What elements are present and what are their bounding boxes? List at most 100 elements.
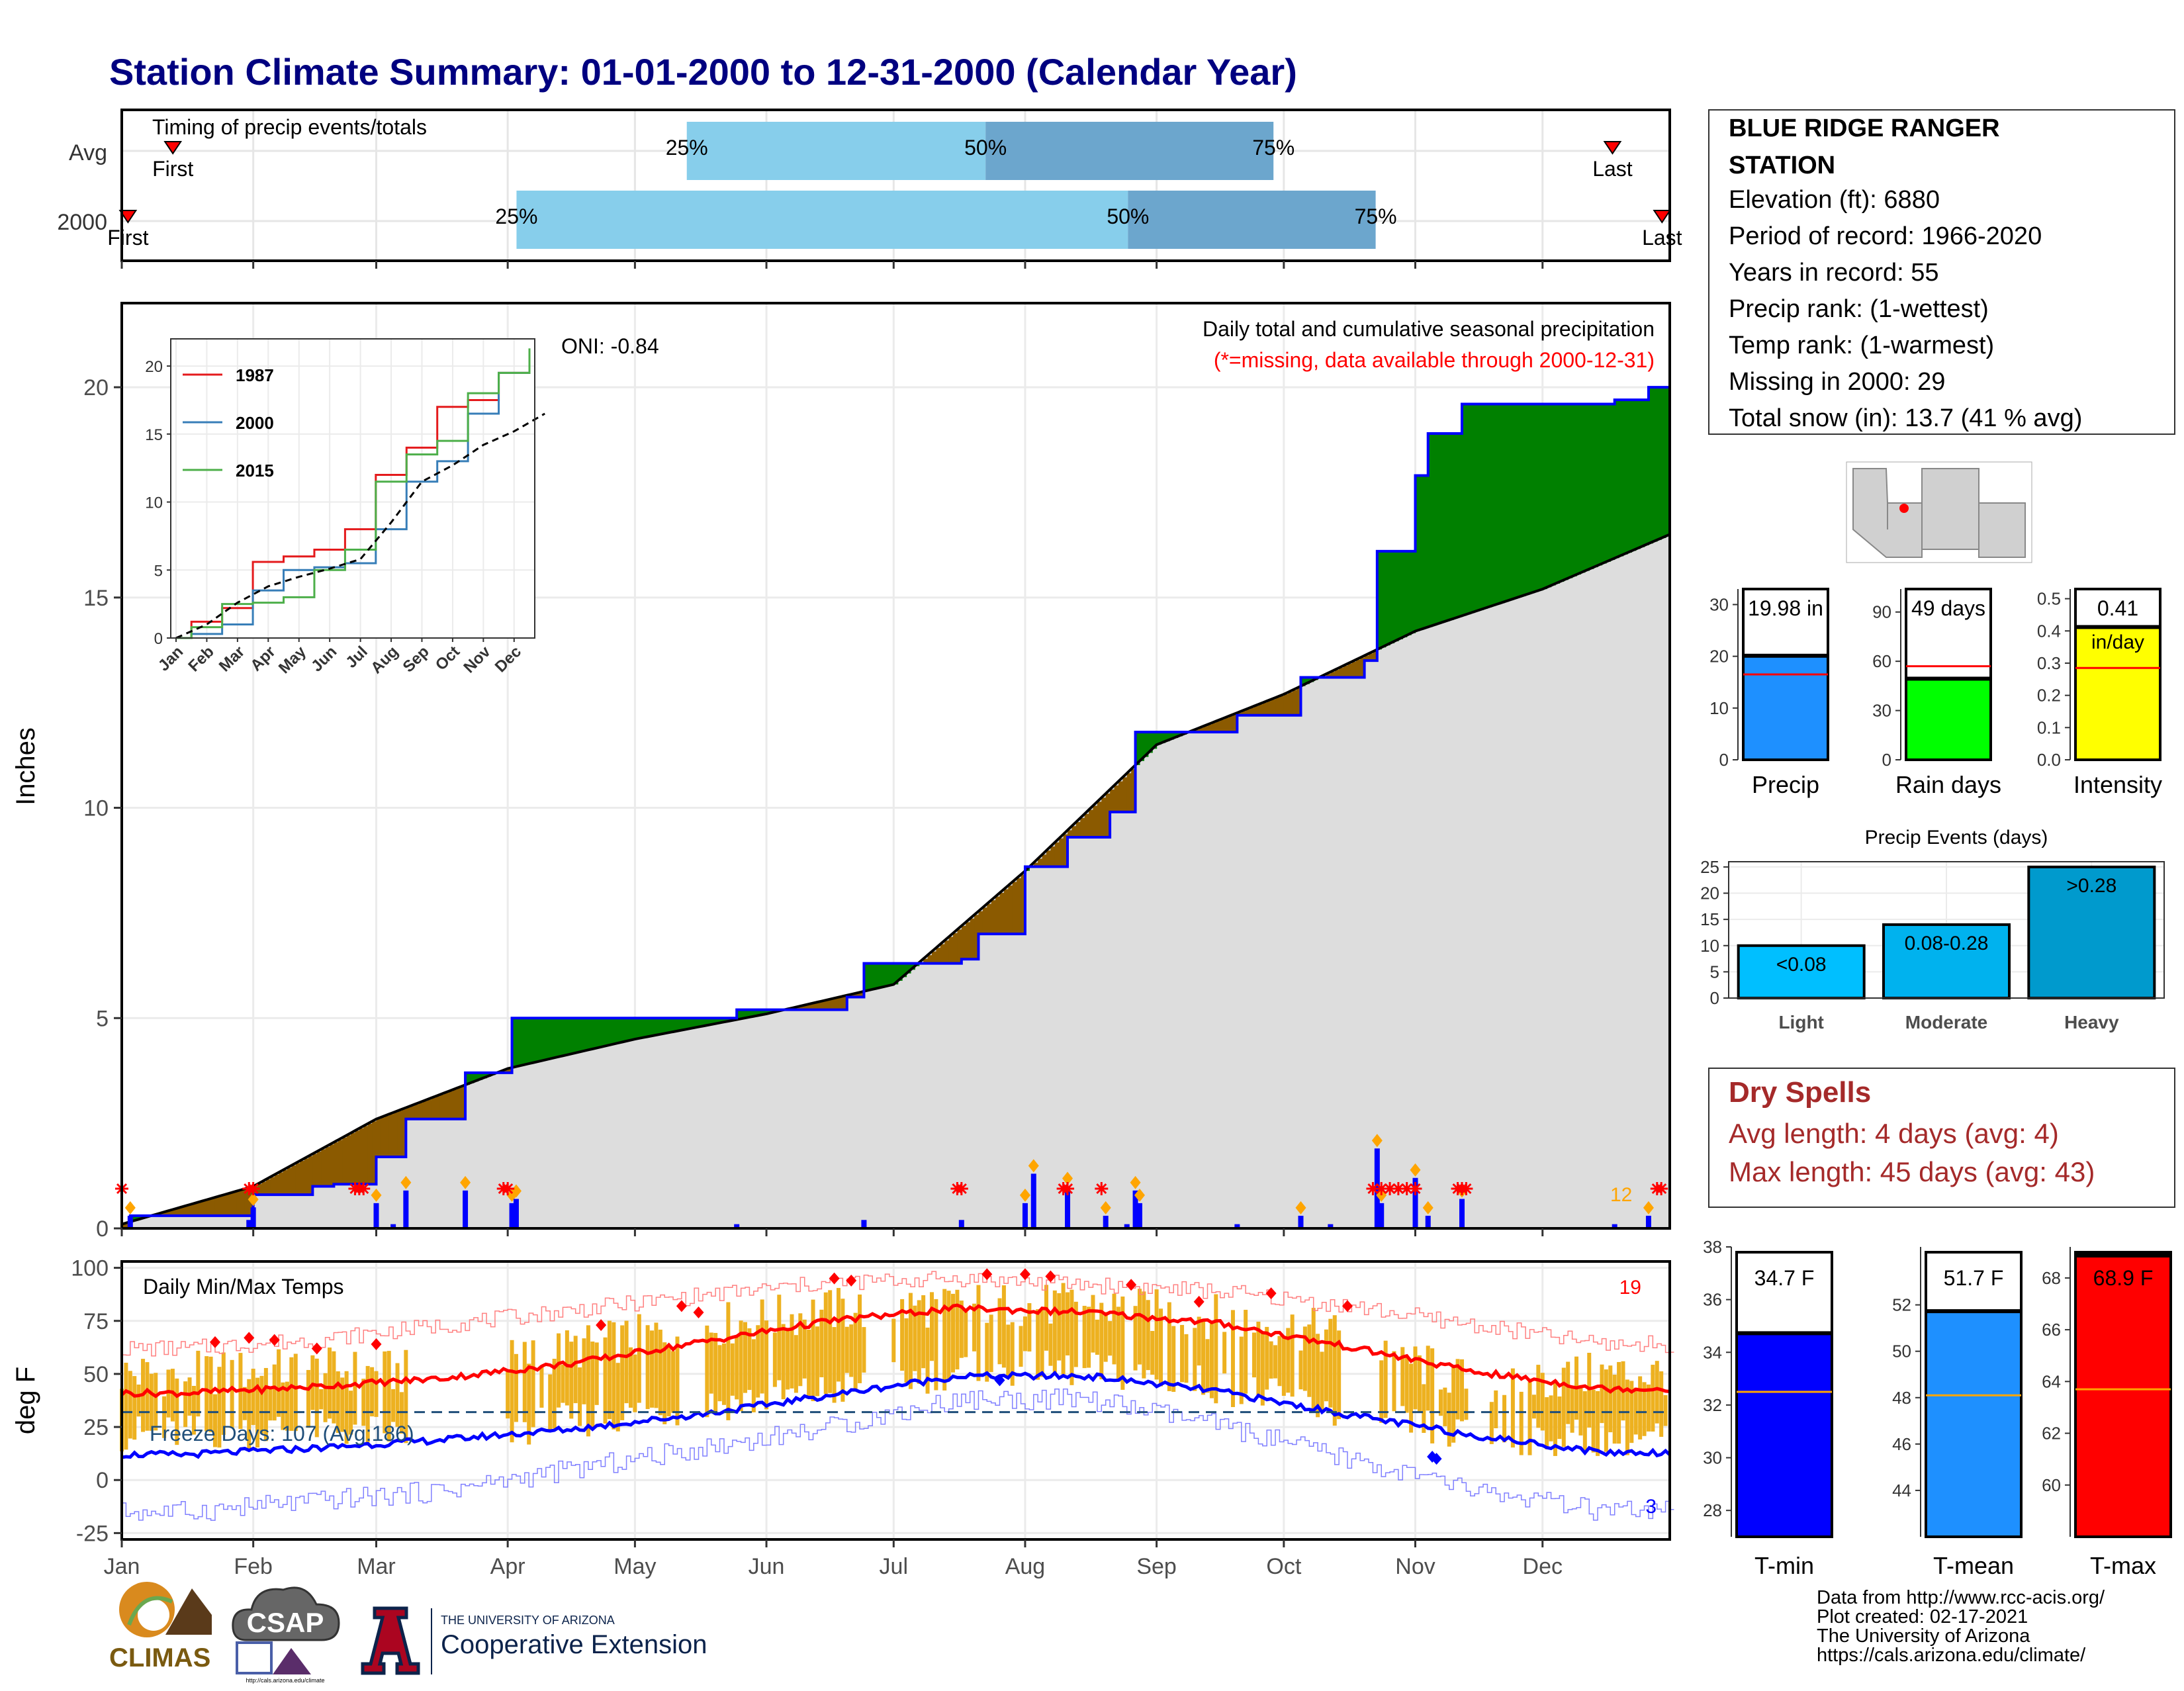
above-normal-slice (1487, 404, 1492, 608)
temp-daily-bar (277, 1349, 281, 1417)
below-normal-slice (1046, 850, 1051, 867)
events-tick-label: 20 (1700, 884, 1719, 903)
temp-daily-bar (590, 1341, 595, 1428)
temp-daily-bar (196, 1350, 201, 1417)
record-high-marker-9 (846, 1274, 857, 1287)
timing-bar-q25-q50-0 (686, 122, 986, 180)
below-normal-slice (232, 1192, 237, 1216)
temp-daily-bar (281, 1382, 285, 1430)
below-normal-slice (1292, 690, 1297, 715)
above-normal-slice (601, 1018, 606, 1047)
temp-daily-bar (1417, 1355, 1422, 1412)
below-normal-slice (435, 1096, 441, 1119)
temp-daily-bar (1604, 1369, 1608, 1452)
temp-daily-bar (514, 1353, 518, 1422)
below-normal-slice (953, 933, 958, 964)
above-normal-slice (694, 1018, 700, 1028)
precip-y-tick-label-0: 0 (96, 1216, 109, 1242)
temp-daily-bar (328, 1348, 332, 1419)
inset-grid (171, 339, 535, 639)
above-normal-slice (1551, 404, 1556, 586)
above-normal-slice (1572, 404, 1577, 576)
above-normal-slice (737, 1009, 742, 1020)
below-normal-slice (1207, 724, 1212, 733)
daily-precip-bar-3 (373, 1203, 379, 1228)
below-normal-slice (1038, 858, 1043, 867)
record-high-count: 19 (1619, 1277, 1641, 1299)
temp-daily-bar (976, 1285, 981, 1381)
temp-daily-bar (527, 1363, 531, 1445)
precip-heading: Daily total and cumulative seasonal prec… (1203, 317, 1655, 341)
below-normal-slice (1097, 801, 1102, 838)
inset-legend: 1987 2000 2015 (183, 365, 274, 480)
station-name-line2: STATION (1729, 152, 1835, 179)
timing-bars: 25% 50% 75% First Last 25% 50% 75% First Last (107, 122, 1682, 250)
below-normal-slice (214, 1197, 220, 1216)
station-period: Period of record: 1966-2020 (1729, 222, 2042, 250)
temp-daily-bar (900, 1299, 905, 1371)
temp-daily-bar (1137, 1289, 1142, 1365)
temp-daily-bar (1459, 1359, 1464, 1422)
above-normal-slice (1504, 404, 1510, 602)
timing-row-label-avg: Avg (69, 140, 107, 165)
timing-q25-label-0: 25% (666, 136, 708, 160)
above-normal-slice (1542, 404, 1547, 590)
above-normal-slice (1300, 677, 1306, 686)
temp-daily-bar (230, 1359, 234, 1428)
above-normal-slice (906, 963, 911, 974)
record-high-marker-6 (676, 1300, 687, 1312)
above-normal-slice (1508, 404, 1514, 601)
above-normal-slice (753, 1009, 758, 1017)
state-outlines (1852, 468, 2026, 558)
temp-daily-bar (1464, 1389, 1469, 1420)
daily-precip-bar-17 (1132, 1190, 1138, 1228)
temp-y-tick-label-1: 75 (83, 1309, 109, 1334)
daily-precip-bar-0 (127, 1215, 133, 1228)
below-normal-slice (966, 922, 971, 960)
temp-daily-bar (726, 1302, 731, 1420)
temp-daily-bar (344, 1371, 349, 1444)
footer-plot-created: Plot created: 02-17-2021 (1817, 1606, 2028, 1627)
below-normal-slice (1334, 670, 1340, 678)
events-tick-label: 5 (1710, 962, 1719, 982)
temp-daily-bar (1392, 1351, 1396, 1412)
above-normal-slice (617, 1018, 623, 1043)
temp-daily-bar (1082, 1306, 1087, 1369)
temp-daily-bar (760, 1299, 764, 1394)
temp-summary-label-box-1 (1925, 1251, 2023, 1312)
temp-daily-bar (1095, 1319, 1099, 1355)
events-tick-label: 10 (1700, 936, 1719, 956)
timing-axis-ticks (120, 261, 1544, 269)
temp-daily-bar (1286, 1328, 1291, 1393)
above-normal-slice (1461, 404, 1467, 616)
avg-max-line (120, 1303, 1670, 1398)
below-normal-slice (206, 1199, 212, 1216)
daily-precip-event-dot-3 (371, 1188, 382, 1202)
daily-precip-bar-19 (1234, 1224, 1240, 1228)
temp-daily-bar (1596, 1391, 1600, 1456)
temp-daily-bar (1404, 1357, 1409, 1413)
month-axis: Jan Feb Mar Apr May Jun Jul Aug Sep Oct Nov Dec (104, 1539, 1563, 1579)
above-normal-slice (1631, 400, 1637, 551)
temp-daily-bar (1332, 1315, 1337, 1426)
above-normal-slice (647, 1018, 653, 1037)
temp-daily-bar (1167, 1302, 1171, 1391)
temp-daily-bar (1209, 1322, 1214, 1398)
temp-daily-bar (1159, 1308, 1163, 1387)
temp-daily-bar (1044, 1285, 1048, 1351)
above-normal-slice (902, 963, 907, 978)
temp-daily-bar (802, 1319, 807, 1379)
below-normal-slice (342, 1137, 347, 1185)
temp-summary-label-box-2 (2074, 1251, 2172, 1257)
above-normal-slice (868, 963, 873, 991)
month-label-jun: Jun (749, 1554, 785, 1579)
temp-daily-bar (620, 1325, 625, 1420)
temp-daily-bar (1600, 1364, 1604, 1424)
above-normal-slice (741, 1009, 746, 1019)
temp-daily-bar (1099, 1303, 1104, 1380)
temp-daily-bar (946, 1291, 951, 1381)
temp-daily-bar (506, 1371, 510, 1419)
above-normal-slice (473, 1072, 478, 1082)
temp-daily-bar (1536, 1365, 1541, 1428)
temp-daily-bar (361, 1379, 366, 1426)
